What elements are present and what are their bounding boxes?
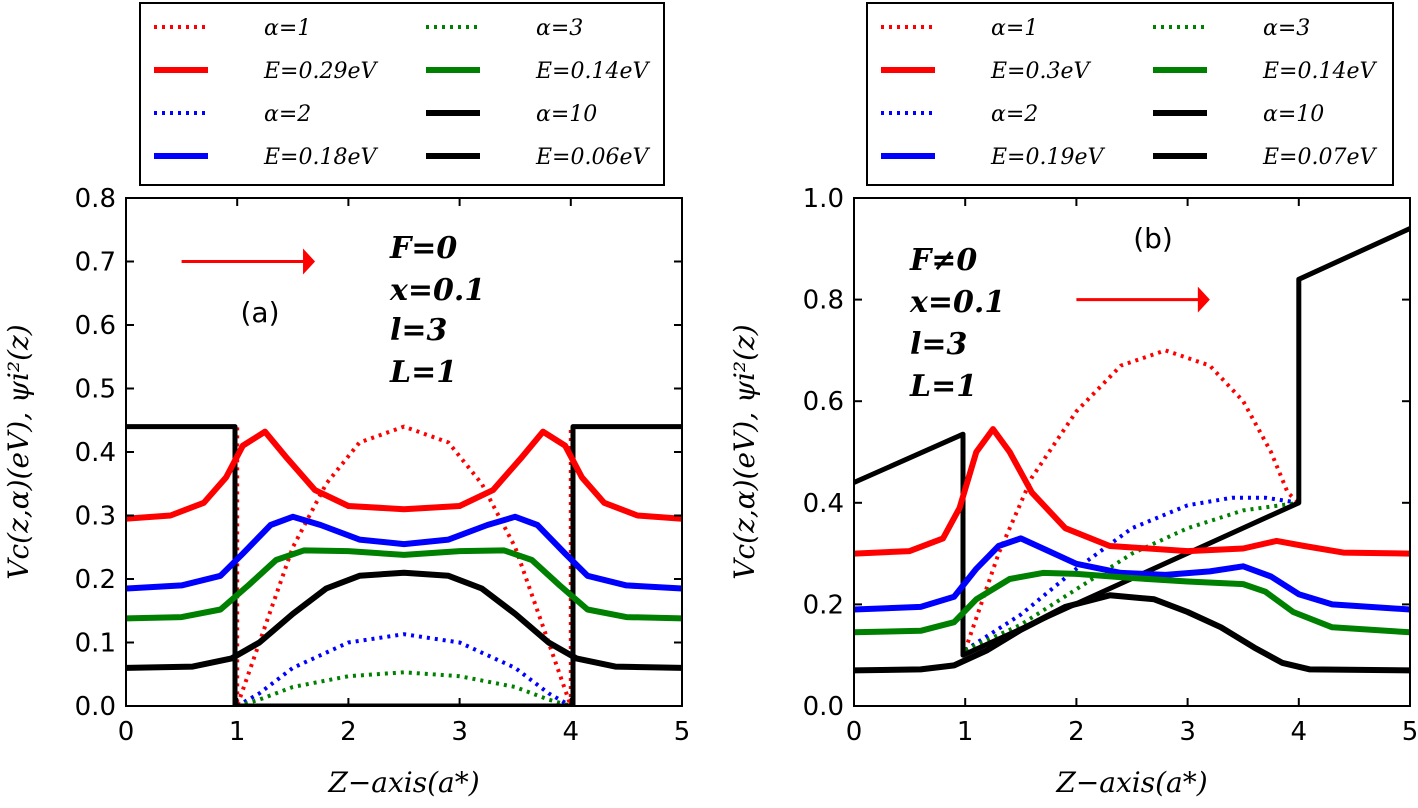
legend: α=1 α=3 E=0.3eV E=0.14eV α=2 α=10 E=0.19eV E=0.… bbox=[866, 2, 1394, 186]
x-tick-label: 5 bbox=[674, 717, 691, 747]
series-4 bbox=[126, 428, 682, 522]
parameter-annotation: L=1 bbox=[909, 369, 977, 404]
x-tick-label: 1 bbox=[229, 717, 246, 747]
series-5 bbox=[854, 535, 1410, 613]
legend-item: E=0.14eV bbox=[426, 59, 650, 84]
y-tick-label: 0.4 bbox=[803, 489, 844, 519]
legend-label: E=0.19eV bbox=[990, 145, 1105, 170]
legend-label: E=0.06eV bbox=[535, 145, 650, 170]
y-tick-label: 0.0 bbox=[75, 692, 116, 722]
y-tick-label: 0.3 bbox=[75, 502, 116, 532]
y-tick-label: 0.2 bbox=[75, 565, 116, 595]
x-tick-label: 2 bbox=[1068, 717, 1085, 747]
series-7 bbox=[126, 569, 682, 671]
legend-item: E=0.3eV bbox=[881, 59, 1092, 84]
x-axis-label: Z−axis(a*) bbox=[1055, 766, 1207, 799]
series-0 bbox=[963, 348, 1301, 651]
x-tick-label: 2 bbox=[340, 717, 357, 747]
legend-label: α=3 bbox=[536, 16, 583, 41]
legend-box bbox=[139, 2, 665, 186]
parameter-annotation: l=3 bbox=[910, 327, 967, 362]
series-7 bbox=[854, 592, 1410, 674]
legend-label: E=0.18eV bbox=[263, 145, 378, 170]
parameter-annotation: F≠0 bbox=[909, 243, 977, 278]
legend: α=1 α=3 E=0.29eV E=0.14eV α=2 α=10 E=0.18eV E=0… bbox=[139, 2, 665, 186]
legend-item: E=0.06eV bbox=[426, 145, 650, 170]
y-tick-label: 0.8 bbox=[803, 286, 844, 316]
legend-item: α=10 bbox=[1153, 102, 1324, 127]
panel-b: 0 1 2 3 4 5 0.0 0.2 0.4 0.6 0.8 1.0 Z−axis(a*) Vc(z,α… bbox=[728, 2, 1418, 799]
parameter-annotation: l=3 bbox=[390, 313, 447, 348]
series-4 bbox=[854, 426, 1410, 557]
legend-item: α=1 bbox=[154, 16, 311, 41]
x-tick-label: 5 bbox=[1402, 717, 1418, 747]
legend-item: E=0.29eV bbox=[154, 59, 378, 84]
y-tick-label: 0.6 bbox=[75, 311, 116, 341]
legend-label: α=1 bbox=[264, 16, 311, 41]
panel-label: (b) bbox=[1133, 222, 1173, 255]
legend-item: E=0.18eV bbox=[154, 145, 378, 170]
parameter-annotation: x=0.1 bbox=[909, 285, 1005, 320]
x-tick-label: 3 bbox=[451, 717, 468, 747]
series-2 bbox=[964, 500, 1300, 652]
x-axis-label: Z−axis(a*) bbox=[327, 766, 479, 799]
legend-item: E=0.07eV bbox=[1153, 145, 1377, 170]
legend-item: α=2 bbox=[881, 102, 1038, 127]
parameter-annotation: L=1 bbox=[389, 355, 457, 390]
x-tick-label: 4 bbox=[1291, 717, 1308, 747]
y-tick-label: 0.2 bbox=[803, 590, 844, 620]
legend-item: α=3 bbox=[426, 16, 583, 41]
legend-label: E=0.14eV bbox=[1262, 59, 1377, 84]
legend-label: α=10 bbox=[536, 102, 597, 127]
parameter-annotation: x=0.1 bbox=[389, 273, 485, 308]
series-3 bbox=[126, 424, 682, 706]
legend-label: E=0.07eV bbox=[1262, 145, 1377, 170]
y-axis-label: Vc(z,α)(eV), ψi²(z) bbox=[728, 324, 761, 580]
legend-item: α=3 bbox=[1153, 16, 1310, 41]
x-tick-label: 0 bbox=[118, 717, 135, 747]
legend-item: E=0.14eV bbox=[1153, 59, 1377, 84]
legend-item: α=10 bbox=[426, 102, 597, 127]
y-tick-label: 0.5 bbox=[75, 375, 116, 405]
legend-label: α=3 bbox=[1263, 16, 1310, 41]
legend-item: α=2 bbox=[154, 102, 311, 127]
legend-item: E=0.19eV bbox=[881, 145, 1105, 170]
parameter-annotation: F=0 bbox=[389, 231, 457, 266]
panel-label: (a) bbox=[240, 296, 279, 329]
y-tick-label: 0.4 bbox=[75, 438, 116, 468]
panel-a: 0 1 2 3 4 5 0.0 0.1 0.2 0.3 0.4 0.5 0.6 0.7 0.8 Z−axis(… bbox=[2, 2, 691, 799]
legend-item: α=1 bbox=[881, 16, 1038, 41]
legend-box bbox=[866, 2, 1394, 186]
legend-label: E=0.14eV bbox=[535, 59, 650, 84]
x-tick-label: 1 bbox=[957, 717, 974, 747]
y-tick-label: 0.1 bbox=[75, 629, 116, 659]
x-tick-label: 4 bbox=[563, 717, 580, 747]
series-lines bbox=[854, 226, 1410, 674]
legend-label: α=2 bbox=[264, 102, 311, 127]
legend-label: α=10 bbox=[1263, 102, 1324, 127]
series-6 bbox=[126, 547, 682, 622]
series-2 bbox=[236, 670, 572, 706]
series-1 bbox=[236, 632, 572, 706]
y-tick-label: 0.0 bbox=[803, 692, 844, 722]
series-0 bbox=[126, 424, 682, 706]
series-6 bbox=[854, 569, 1410, 636]
legend-label: α=2 bbox=[991, 102, 1038, 127]
y-tick-label: 0.8 bbox=[75, 184, 116, 214]
legend-label: α=1 bbox=[991, 16, 1038, 41]
y-tick-label: 0.6 bbox=[803, 387, 844, 417]
series-lines bbox=[126, 424, 682, 706]
y-axis-label: Vc(z,α)(eV), ψi²(z) bbox=[2, 324, 35, 580]
series-5 bbox=[126, 513, 682, 592]
direction-arrow bbox=[181, 248, 316, 275]
plot-frame bbox=[853, 197, 1411, 707]
x-tick-label: 3 bbox=[1179, 717, 1196, 747]
legend-label: E=0.3eV bbox=[990, 59, 1092, 84]
direction-arrow bbox=[1076, 286, 1210, 313]
y-tick-label: 1.0 bbox=[803, 184, 844, 214]
y-tick-label: 0.7 bbox=[75, 248, 116, 278]
x-tick-label: 0 bbox=[846, 717, 863, 747]
legend-label: E=0.29eV bbox=[263, 59, 378, 84]
